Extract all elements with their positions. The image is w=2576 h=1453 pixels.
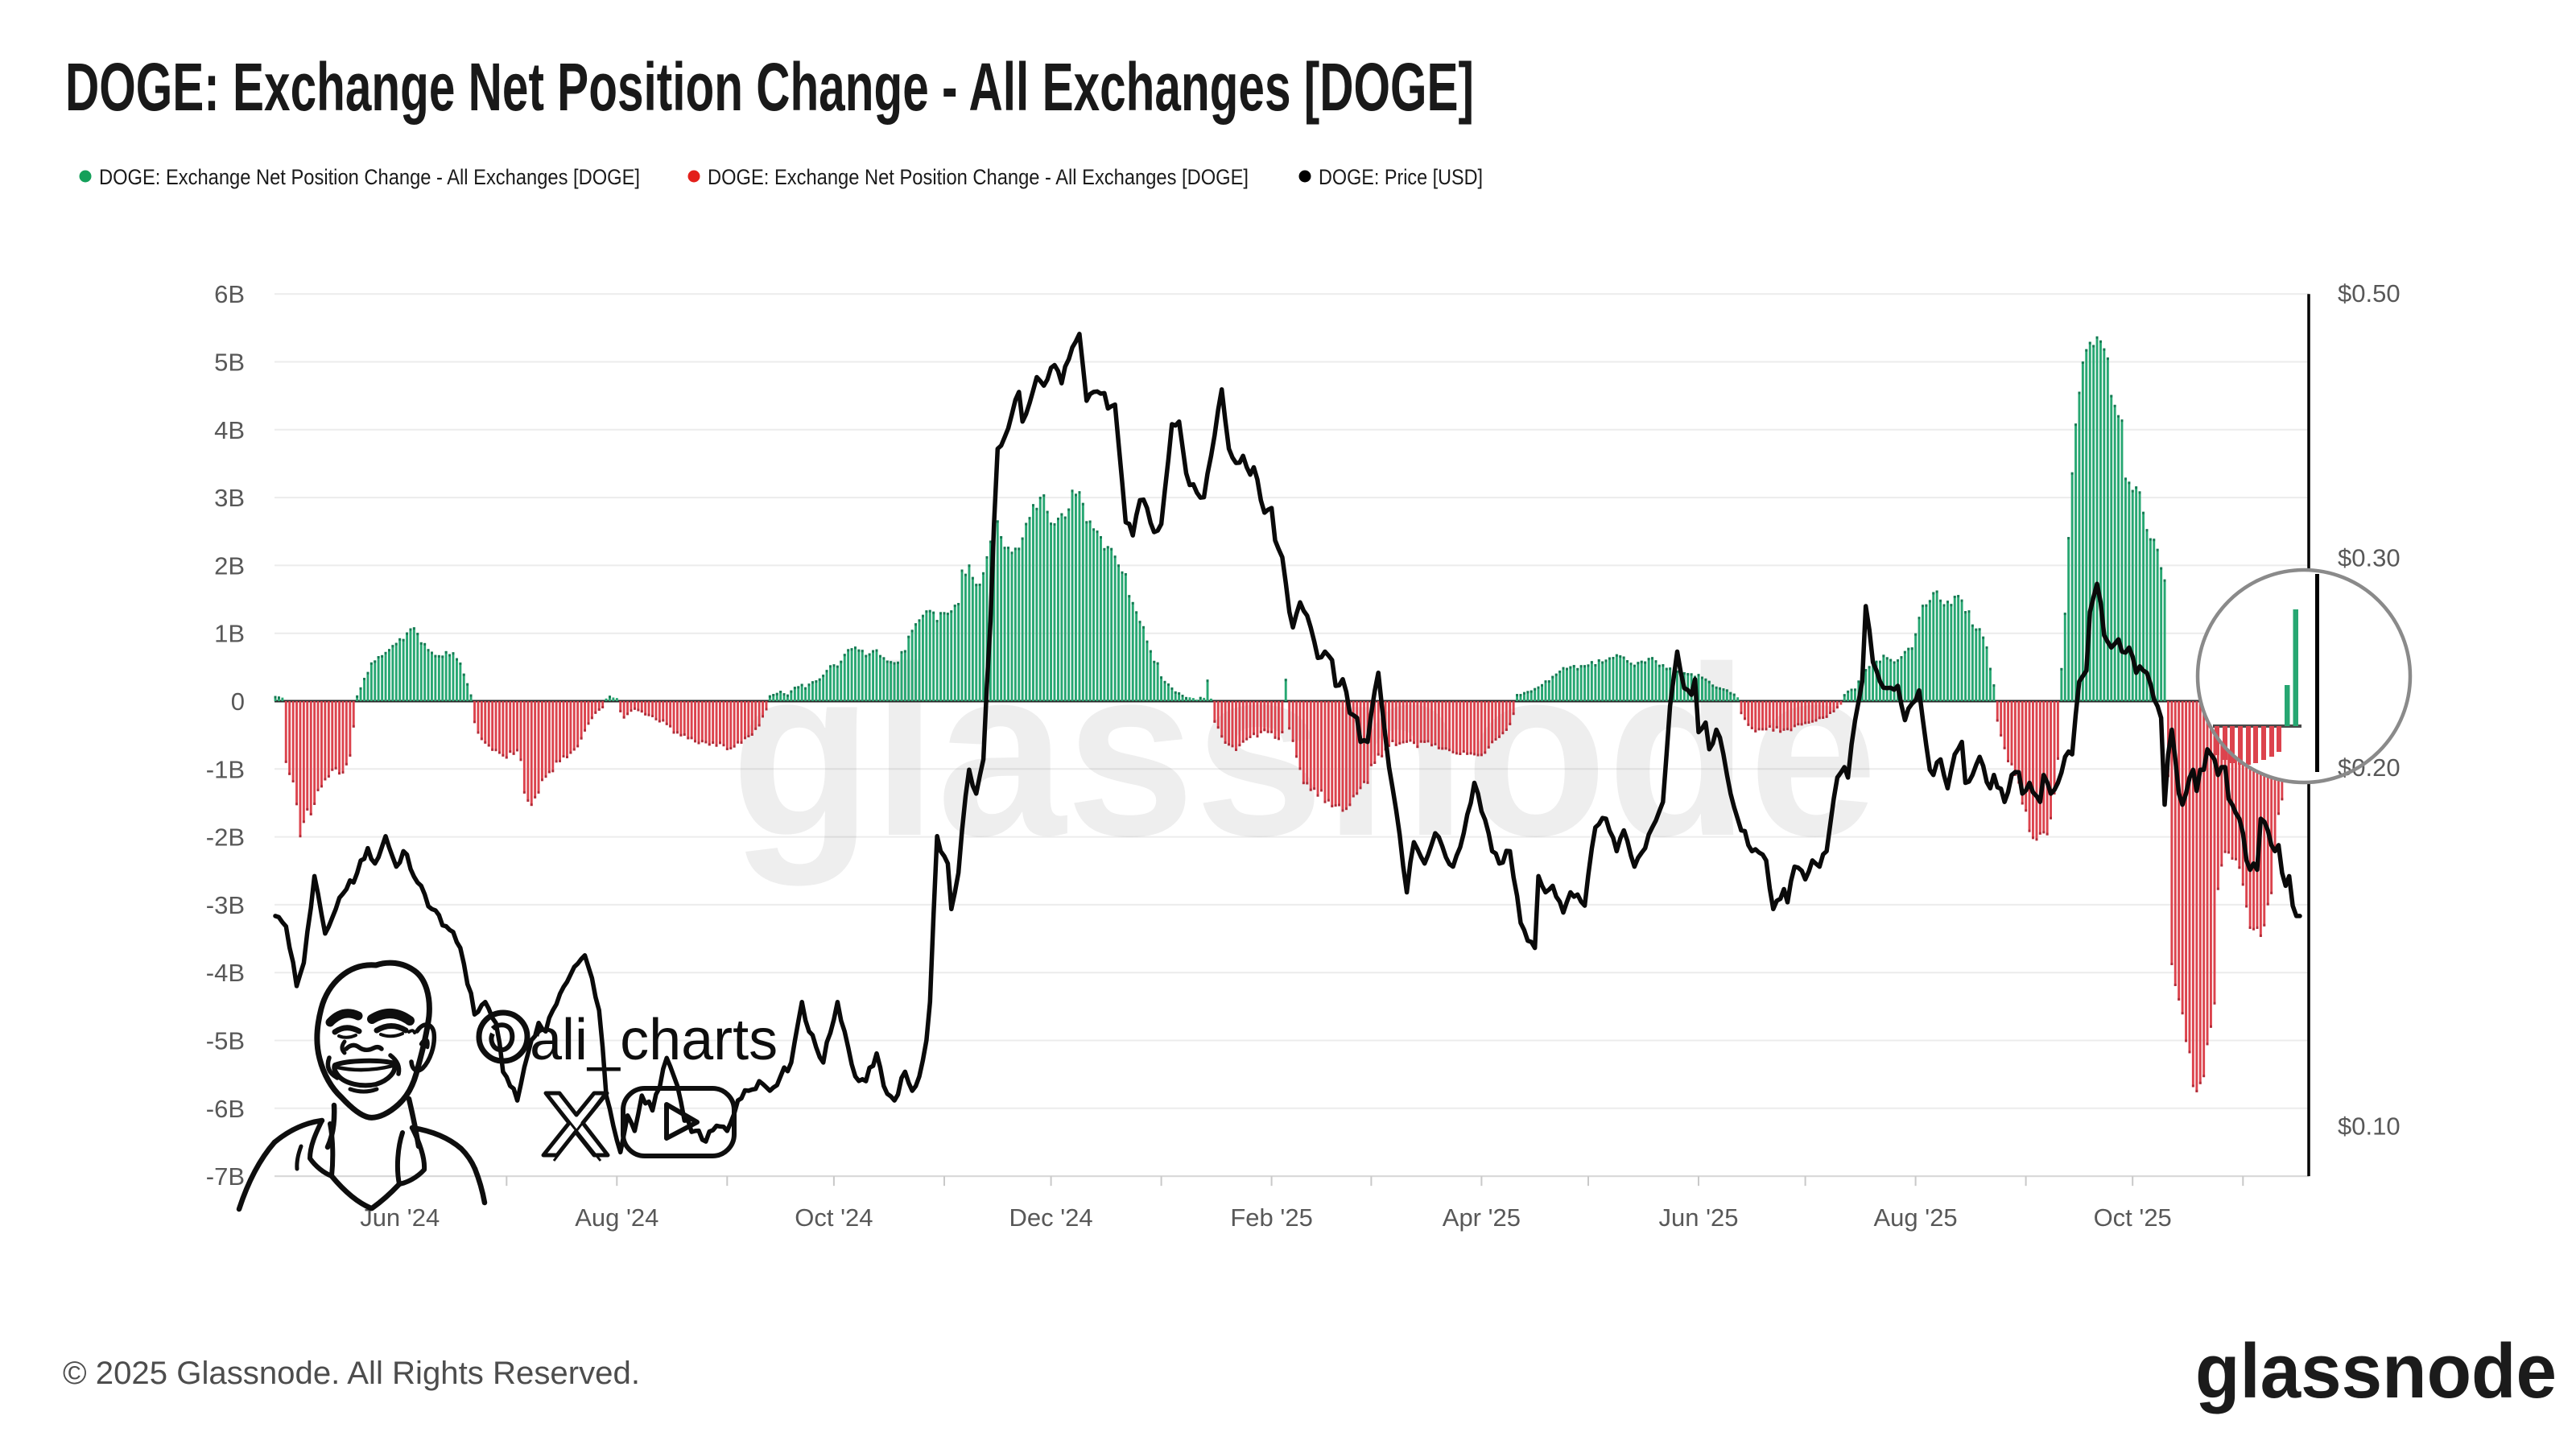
- svg-text:ali_charts: ali_charts: [530, 1008, 778, 1072]
- svg-text:© 2025 Glassnode. All Rights R: © 2025 Glassnode. All Rights Reserved.: [63, 1356, 640, 1391]
- svg-text:0: 0: [231, 687, 245, 716]
- svg-text:DOGE: Exchange Net Position Ch: DOGE: Exchange Net Position Change - All…: [99, 165, 640, 189]
- svg-text:Aug '25: Aug '25: [1874, 1203, 1958, 1232]
- svg-text:DOGE: Exchange Net Position Ch: DOGE: Exchange Net Position Change - All…: [708, 165, 1249, 189]
- svg-text:-6B: -6B: [206, 1095, 245, 1123]
- svg-text:$0.10: $0.10: [2338, 1112, 2401, 1141]
- svg-text:DOGE: Exchange Net Position Ch: DOGE: Exchange Net Position Change - All…: [65, 49, 1474, 125]
- svg-text:5B: 5B: [214, 349, 245, 377]
- svg-text:6B: 6B: [214, 280, 245, 308]
- svg-text:Aug '24: Aug '24: [575, 1203, 658, 1232]
- svg-text:-7B: -7B: [206, 1162, 245, 1191]
- svg-text:Dec '24: Dec '24: [1009, 1203, 1093, 1232]
- svg-text:Feb '25: Feb '25: [1230, 1203, 1312, 1232]
- svg-text:-3B: -3B: [206, 891, 245, 919]
- svg-text:-2B: -2B: [206, 824, 245, 852]
- svg-text:glassnode: glassnode: [2195, 1328, 2557, 1414]
- svg-text:$0.50: $0.50: [2338, 279, 2401, 308]
- svg-text:Oct '24: Oct '24: [795, 1203, 873, 1232]
- svg-text:3B: 3B: [214, 484, 245, 512]
- svg-text:4B: 4B: [214, 416, 245, 444]
- svg-text:Jun '25: Jun '25: [1659, 1203, 1739, 1232]
- svg-text:1B: 1B: [214, 620, 245, 648]
- svg-text:DOGE: Price [USD]: DOGE: Price [USD]: [1319, 165, 1483, 189]
- svg-text:2B: 2B: [214, 551, 245, 580]
- svg-text:-5B: -5B: [206, 1027, 245, 1055]
- svg-text:Apr '25: Apr '25: [1443, 1203, 1521, 1232]
- svg-text:$0.20: $0.20: [2338, 753, 2401, 782]
- svg-text:-1B: -1B: [206, 755, 245, 783]
- svg-text:$0.30: $0.30: [2338, 543, 2401, 572]
- svg-text:-4B: -4B: [206, 959, 245, 987]
- svg-text:Oct '25: Oct '25: [2094, 1203, 2172, 1232]
